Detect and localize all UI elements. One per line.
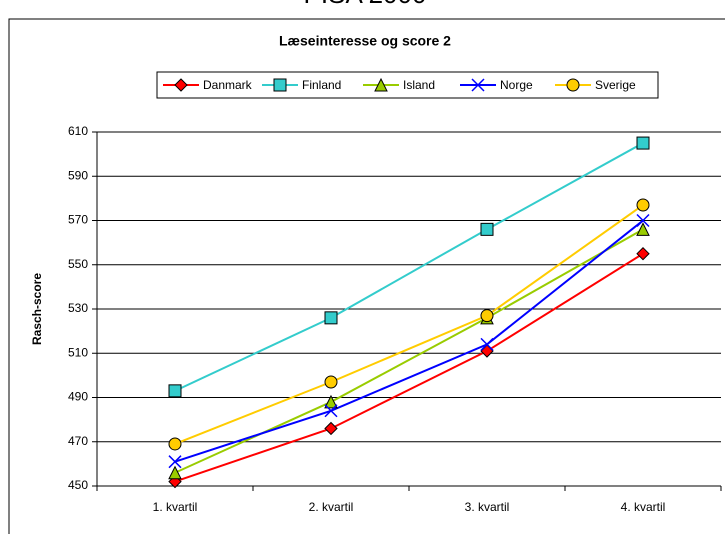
- marker: [636, 198, 650, 212]
- y-tick-label: 590: [68, 168, 88, 182]
- marker: [566, 78, 580, 92]
- marker: [168, 437, 182, 451]
- marker: [636, 136, 650, 150]
- marker: [168, 455, 182, 469]
- chart-title: Læseinteresse og score 2: [279, 33, 451, 49]
- x-tick-label: 1. kvartil: [153, 500, 198, 514]
- marker: [471, 78, 485, 92]
- series-line: [174, 204, 644, 445]
- y-tick-label: 450: [68, 478, 88, 492]
- y-tick-label: 530: [68, 301, 88, 315]
- marker: [168, 384, 182, 398]
- y-tick-label: 490: [68, 390, 88, 404]
- marker: [174, 78, 188, 92]
- y-tick-label: 610: [68, 124, 88, 138]
- series-line: [174, 142, 644, 392]
- marker: [480, 309, 494, 323]
- marker: [480, 337, 494, 351]
- marker: [374, 77, 388, 92]
- x-tick-label: 3. kvartil: [465, 500, 510, 514]
- y-tick-label: 470: [68, 434, 88, 448]
- y-tick-label: 550: [68, 257, 88, 271]
- series-line: [174, 252, 644, 483]
- marker: [273, 78, 287, 92]
- marker: [324, 404, 338, 418]
- page-heading: PISA 2000: [304, 0, 427, 9]
- y-tick-label: 510: [68, 345, 88, 359]
- x-tick-label: 2. kvartil: [309, 500, 354, 514]
- marker: [324, 421, 338, 436]
- marker: [480, 222, 494, 236]
- marker: [324, 311, 338, 325]
- marker: [324, 375, 338, 389]
- y-axis-title: Rasch-score: [30, 273, 44, 345]
- marker: [324, 394, 338, 409]
- y-tick-label: 570: [68, 213, 88, 227]
- series-line: [174, 228, 644, 474]
- legend-label: Finland: [302, 78, 341, 92]
- x-tick-label: 4. kvartil: [621, 500, 666, 514]
- series-line: [174, 219, 644, 463]
- legend-label: Norge: [500, 78, 533, 92]
- legend-label: Sverige: [595, 78, 636, 92]
- legend-label: Danmark: [203, 78, 253, 92]
- marker: [636, 222, 650, 236]
- marker: [636, 246, 650, 261]
- marker: [636, 213, 650, 228]
- legend-label: Island: [403, 78, 435, 92]
- marker: [168, 465, 182, 480]
